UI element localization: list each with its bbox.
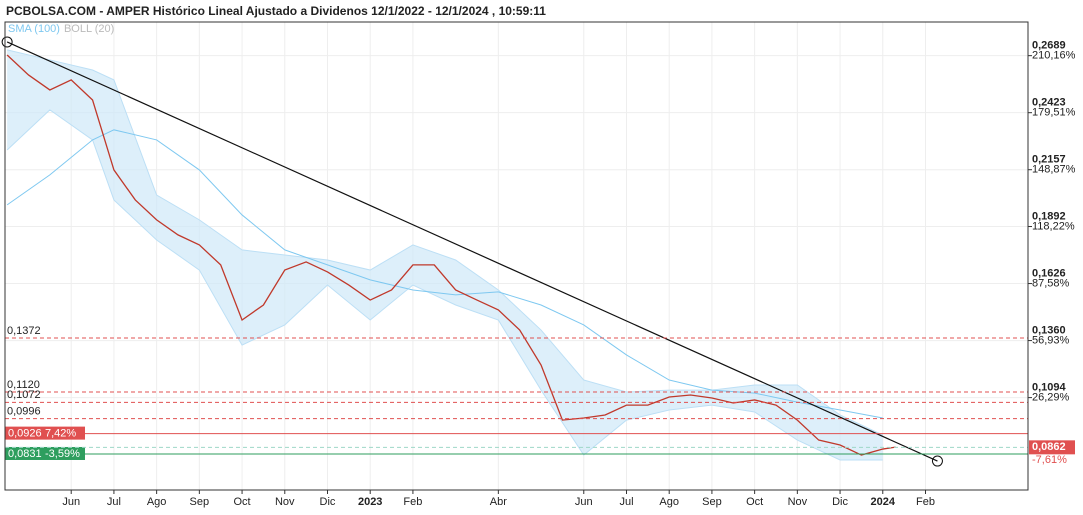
x-tick-label: 2024 — [871, 496, 896, 508]
y-tick-pct: 26,29% — [1032, 392, 1070, 404]
x-tick-label: Jun — [62, 496, 80, 508]
level-pct: -3,59% — [45, 448, 80, 460]
x-tick-label: Ago — [659, 496, 679, 508]
level-label: 0,0996 — [7, 406, 41, 418]
y-tick-label: 0,1626 — [1032, 267, 1066, 279]
y-tick-label: 0,1094 — [1032, 382, 1067, 394]
x-tick-label: Jul — [619, 496, 633, 508]
y-tick-label: 0,2157 — [1032, 154, 1066, 166]
trendline-handle — [931, 455, 943, 467]
band-upper — [7, 49, 883, 436]
y-tick-pct: 87,58% — [1032, 277, 1070, 289]
y-tick-pct: 210,16% — [1032, 50, 1076, 62]
x-tick-label: Sep — [190, 496, 210, 508]
x-tick-label: Jul — [107, 496, 121, 508]
last-price-pct: -7,61% — [1032, 454, 1067, 466]
level-label: 0,0926 — [8, 428, 42, 440]
plot-frame — [4, 21, 1029, 491]
y-tick-pct: 118,22% — [1032, 220, 1075, 232]
y-tick-label: 0,2689 — [1032, 40, 1066, 52]
x-tick-label: Sep — [702, 496, 722, 508]
legend-entry: SMA (100) — [8, 23, 60, 35]
band-fill — [7, 49, 883, 460]
y-tick-pct: 56,93% — [1032, 334, 1070, 346]
x-tick-label: Oct — [746, 496, 763, 508]
y-tick-label: 0,2423 — [1032, 97, 1066, 109]
level-label: 0,0831 — [8, 448, 42, 460]
x-tick-label: Dic — [320, 496, 336, 508]
y-tick-label: 0,1360 — [1032, 324, 1066, 336]
level-pct: 7,42% — [45, 428, 76, 440]
level-label: 0,1372 — [7, 325, 41, 337]
x-tick-label: Oct — [234, 496, 251, 508]
x-tick-label: 2023 — [358, 496, 382, 508]
x-tick-label: Jun — [575, 496, 593, 508]
x-tick-label: Abr — [490, 496, 507, 508]
trendline — [6, 41, 938, 462]
trendline-handle — [1, 36, 13, 48]
legend-entry: BOLL (20) — [64, 23, 114, 35]
x-tick-label: Nov — [275, 496, 295, 508]
x-tick-label: Feb — [403, 496, 422, 508]
x-tick-label: Dic — [832, 496, 848, 508]
y-tick-pct: 179,51% — [1032, 107, 1076, 119]
y-tick-pct: 148,87% — [1032, 164, 1076, 176]
x-tick-label: Feb — [916, 496, 935, 508]
x-tick-label: Nov — [788, 496, 808, 508]
price-line — [6, 54, 896, 456]
band-lower — [6, 109, 883, 461]
level-box — [5, 426, 85, 440]
level-label: 0,1120 — [7, 379, 40, 391]
y-tick-label: 0,1892 — [1032, 210, 1066, 222]
last-price-box — [1029, 440, 1075, 455]
x-tick-label: Ago — [147, 496, 167, 508]
chart-title: PCBOLSA.COM - AMPER Histórico Lineal Aju… — [6, 4, 546, 18]
level-label: 0,1072 — [7, 389, 41, 401]
last-price-label: 0,0862 — [1032, 441, 1066, 453]
level-box — [5, 446, 85, 460]
